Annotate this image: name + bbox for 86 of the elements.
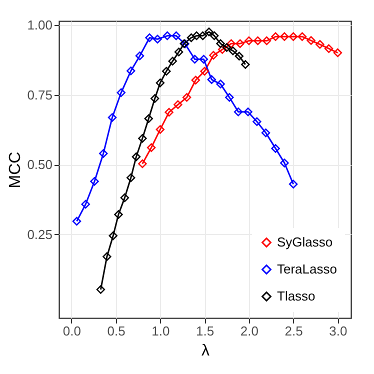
point [162, 66, 171, 76]
point [138, 134, 147, 143]
point [162, 31, 172, 40]
point [298, 32, 307, 41]
point [99, 149, 108, 158]
point [145, 33, 154, 42]
point [234, 108, 243, 116]
point [146, 143, 156, 152]
point [252, 117, 262, 126]
point [135, 52, 144, 60]
point [236, 39, 244, 48]
point [234, 52, 244, 60]
point [96, 285, 106, 294]
point [280, 32, 289, 41]
point [288, 32, 298, 41]
point [153, 34, 162, 44]
point [116, 88, 126, 98]
point [192, 31, 201, 40]
point [207, 75, 216, 84]
point [186, 33, 196, 42]
x-tick-label: 0.5 [107, 324, 126, 338]
x-tick-label: 1.5 [196, 324, 214, 338]
point [126, 173, 136, 182]
legend-label: Tlasso [277, 288, 316, 304]
point [174, 100, 182, 110]
point [200, 66, 209, 76]
y-axis-title: MCC [7, 152, 24, 188]
x-tick-label: 2.5 [284, 324, 303, 338]
point [204, 28, 214, 36]
point [81, 200, 90, 209]
point [244, 36, 254, 46]
point [225, 93, 234, 102]
point [164, 108, 174, 117]
point [174, 48, 184, 56]
point [288, 180, 298, 188]
point [108, 113, 117, 122]
x-axis-title: λ [202, 342, 210, 360]
point [209, 50, 218, 60]
point [72, 216, 82, 226]
point [108, 231, 118, 240]
point [191, 76, 200, 84]
point [226, 39, 236, 48]
y-tick-label: 0.25 [27, 226, 52, 242]
x-tick-label: 2.0 [240, 324, 258, 338]
point [210, 31, 219, 40]
point [150, 94, 160, 103]
point [271, 32, 280, 41]
x-tick-label: 1.0 [152, 324, 170, 338]
point [172, 31, 181, 40]
point [333, 48, 342, 58]
x-tick-label: 3.0 [329, 324, 348, 338]
x-tick-label: 0.0 [62, 324, 81, 338]
point [228, 46, 238, 56]
point [132, 152, 141, 162]
point [190, 54, 200, 64]
point [253, 36, 262, 46]
point [120, 193, 130, 202]
y-tick-label: 0.50 [27, 157, 52, 172]
point [90, 176, 99, 186]
point [182, 93, 192, 102]
point [216, 39, 225, 48]
point [199, 54, 208, 64]
point [144, 114, 153, 123]
point [306, 36, 316, 45]
point [261, 128, 270, 138]
point [244, 108, 252, 116]
point [156, 78, 165, 88]
point [168, 56, 177, 66]
point [280, 158, 289, 168]
point [138, 159, 147, 168]
y-tick-label: 1.00 [27, 18, 52, 33]
point [241, 60, 250, 69]
point [222, 43, 232, 52]
point [156, 125, 165, 134]
point [216, 80, 225, 88]
y-tick-label: 0.75 [27, 87, 52, 102]
point [114, 210, 123, 219]
point [218, 45, 227, 54]
point [271, 144, 280, 153]
point [262, 36, 272, 46]
point [324, 44, 334, 53]
point [102, 252, 112, 262]
point [126, 66, 136, 76]
point [316, 40, 324, 49]
legend-label: SyGlasso [277, 234, 333, 250]
legend-label: TeraLasso [277, 262, 337, 276]
